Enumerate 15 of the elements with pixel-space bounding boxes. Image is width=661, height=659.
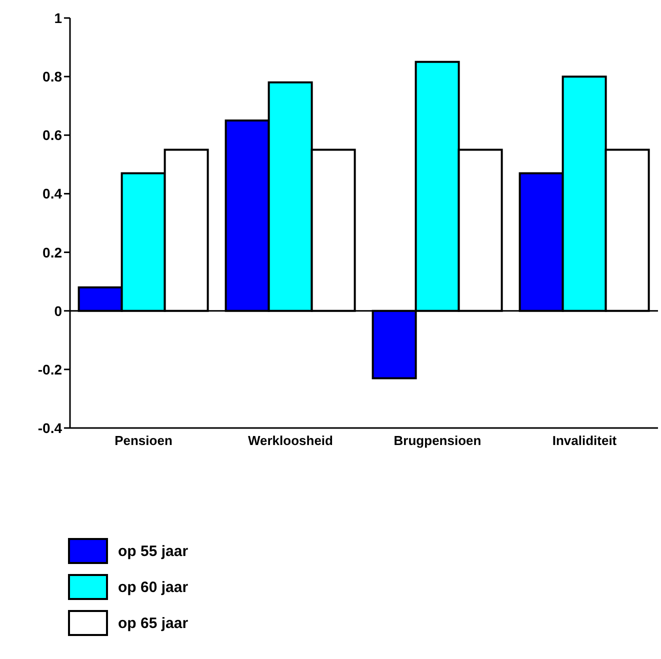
y-tick-label: 0.2 — [42, 244, 62, 260]
legend-label: op 60 jaar — [118, 578, 188, 596]
x-tick-label: Brugpensioen — [394, 433, 482, 448]
y-tick-label: 0.8 — [42, 68, 62, 85]
x-tick-label: Invaliditeit — [552, 433, 618, 448]
y-tick-label: -0.2 — [38, 361, 62, 378]
legend-label: op 55 jaar — [118, 542, 188, 560]
legend-label: op 65 jaar — [118, 614, 188, 632]
y-tick-label: 0.4 — [42, 186, 62, 202]
y-tick-label: 0 — [54, 302, 62, 319]
y-tick-label: -0.4 — [38, 420, 62, 436]
y-tick-label: 1 — [54, 10, 62, 26]
x-tick-label: Werkloosheid — [248, 433, 334, 448]
x-tick-label: Pensioen — [114, 433, 172, 448]
y-tick-label: 0.6 — [42, 127, 62, 144]
